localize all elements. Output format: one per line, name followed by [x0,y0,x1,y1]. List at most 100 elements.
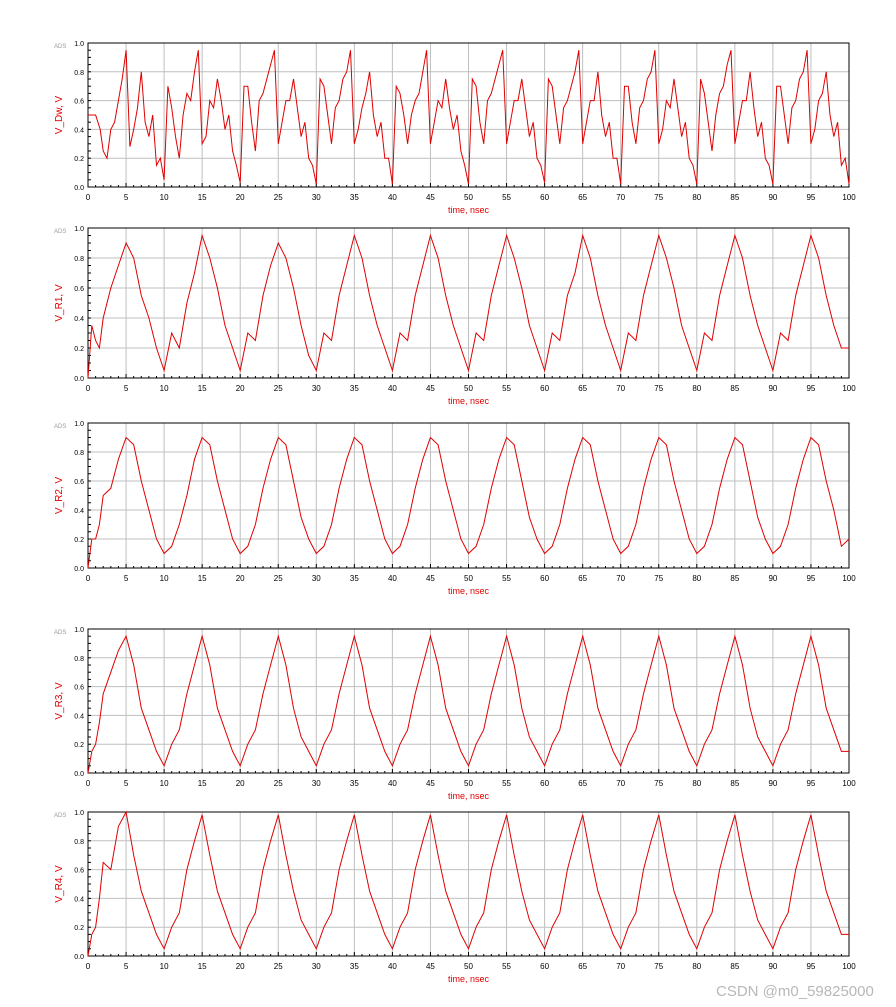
x-tick-label: 20 [236,779,245,788]
x-tick-label: 75 [654,384,663,393]
x-tick-label: 30 [312,779,321,788]
x-tick-label: 35 [350,574,359,583]
x-tick-label: 85 [730,384,739,393]
y-tick-label: 1.0 [74,810,84,817]
x-tick-label: 10 [160,779,169,788]
x-tick-label: 45 [426,962,435,971]
x-tick-label: 65 [578,384,587,393]
x-tick-label: 95 [806,574,815,583]
series-line [87,810,849,957]
x-tick-label: 25 [274,779,283,788]
x-tick-label: 75 [654,193,663,202]
y-tick-label: 0.6 [74,286,84,293]
x-tick-label: 45 [426,574,435,583]
series-line [87,634,849,774]
x-tick-label: 50 [464,384,473,393]
x-tick-label: 90 [768,193,777,202]
x-tick-label: 80 [692,779,701,788]
x-tick-label: 35 [350,193,359,202]
series-line [87,233,849,379]
y-tick-label: 1.0 [74,226,84,233]
chart-panel-2: 0 5 10 15 20 25 30 35 40 45 50 55 60 65 70 75 80 85 90 95 10… [54,226,856,406]
x-tick-label: 95 [806,779,815,788]
x-tick-label: 30 [312,962,321,971]
x-tick-label: 15 [198,779,207,788]
x-tick-label: 60 [540,779,549,788]
x-tick-label: 55 [502,384,511,393]
x-tick-label: 70 [616,779,625,788]
y-tick-label: 0.6 [74,479,84,486]
y-tick-label: 0.4 [74,896,84,903]
x-tick-label: 100 [842,193,856,202]
x-tick-label: 90 [768,962,777,971]
x-tick-label: 15 [198,193,207,202]
x-tick-label: 35 [350,779,359,788]
y-tick-label: 1.0 [74,421,84,428]
x-tick-label: 0 [86,962,91,971]
y-tick-label: 0.0 [74,185,84,192]
x-tick-label: 20 [236,574,245,583]
x-tick-label: 10 [160,384,169,393]
x-tick-label: 80 [692,384,701,393]
y-tick-label: 0.0 [74,954,84,961]
x-tick-label: 60 [540,193,549,202]
x-tick-label: 45 [426,384,435,393]
x-tick-label: 55 [502,193,511,202]
x-tick-label: 0 [86,193,91,202]
x-tick-label: 95 [806,193,815,202]
x-tick-label: 5 [124,574,129,583]
x-tick-label: 55 [502,962,511,971]
y-tick-label: 0.0 [74,771,84,778]
chart-panel-5: 0 5 10 15 20 25 30 35 40 45 50 55 60 65 70 75 80 85 90 95 10… [54,810,856,984]
ads-badge: ADS [54,813,66,819]
x-tick-label: 60 [540,384,549,393]
x-tick-label: 50 [464,779,473,788]
x-tick-label: 75 [654,779,663,788]
x-axis-label: time, nsec [448,791,490,801]
x-tick-label: 5 [124,962,129,971]
y-tick-label: 0.8 [74,450,84,457]
x-tick-label: 85 [730,193,739,202]
x-tick-label: 50 [464,574,473,583]
x-tick-label: 100 [842,779,856,788]
plot-frame [87,227,850,379]
x-tick-label: 90 [768,574,777,583]
x-tick-label: 75 [654,574,663,583]
x-tick-label: 5 [124,384,129,393]
x-tick-label: 40 [388,574,397,583]
x-tick-label: 70 [616,384,625,393]
y-tick-label: 0.8 [74,256,84,263]
ads-badge: ADS [54,229,66,235]
x-tick-label: 0 [86,384,91,393]
x-tick-label: 55 [502,574,511,583]
x-tick-label: 85 [730,962,739,971]
x-tick-label: 30 [312,574,321,583]
x-tick-label: 65 [578,574,587,583]
x-axis-label: time, nsec [448,205,490,215]
x-tick-label: 55 [502,779,511,788]
x-tick-label: 90 [768,779,777,788]
x-tick-label: 20 [236,193,245,202]
plot-frame [87,422,850,569]
x-tick-label: 40 [388,384,397,393]
y-tick-label: 0.2 [74,156,84,163]
y-tick-label: 0.0 [74,566,84,573]
x-tick-label: 45 [426,193,435,202]
chart-panel-4: 0 5 10 15 20 25 30 35 40 45 50 55 60 65 70 75 80 85 90 95 10… [54,627,856,801]
y-tick-label: 0.2 [74,346,84,353]
x-tick-label: 35 [350,962,359,971]
x-tick-label: 20 [236,384,245,393]
x-tick-label: 65 [578,779,587,788]
x-tick-label: 0 [86,779,91,788]
x-tick-label: 85 [730,574,739,583]
x-tick-label: 95 [806,962,815,971]
series-line [87,436,850,569]
y-tick-label: 0.4 [74,713,84,720]
ads-badge: ADS [54,424,66,430]
plot-frame [87,628,850,774]
x-tick-label: 10 [160,193,169,202]
x-tick-label: 95 [806,384,815,393]
y-tick-label: 0.2 [74,537,84,544]
x-tick-label: 85 [730,779,739,788]
